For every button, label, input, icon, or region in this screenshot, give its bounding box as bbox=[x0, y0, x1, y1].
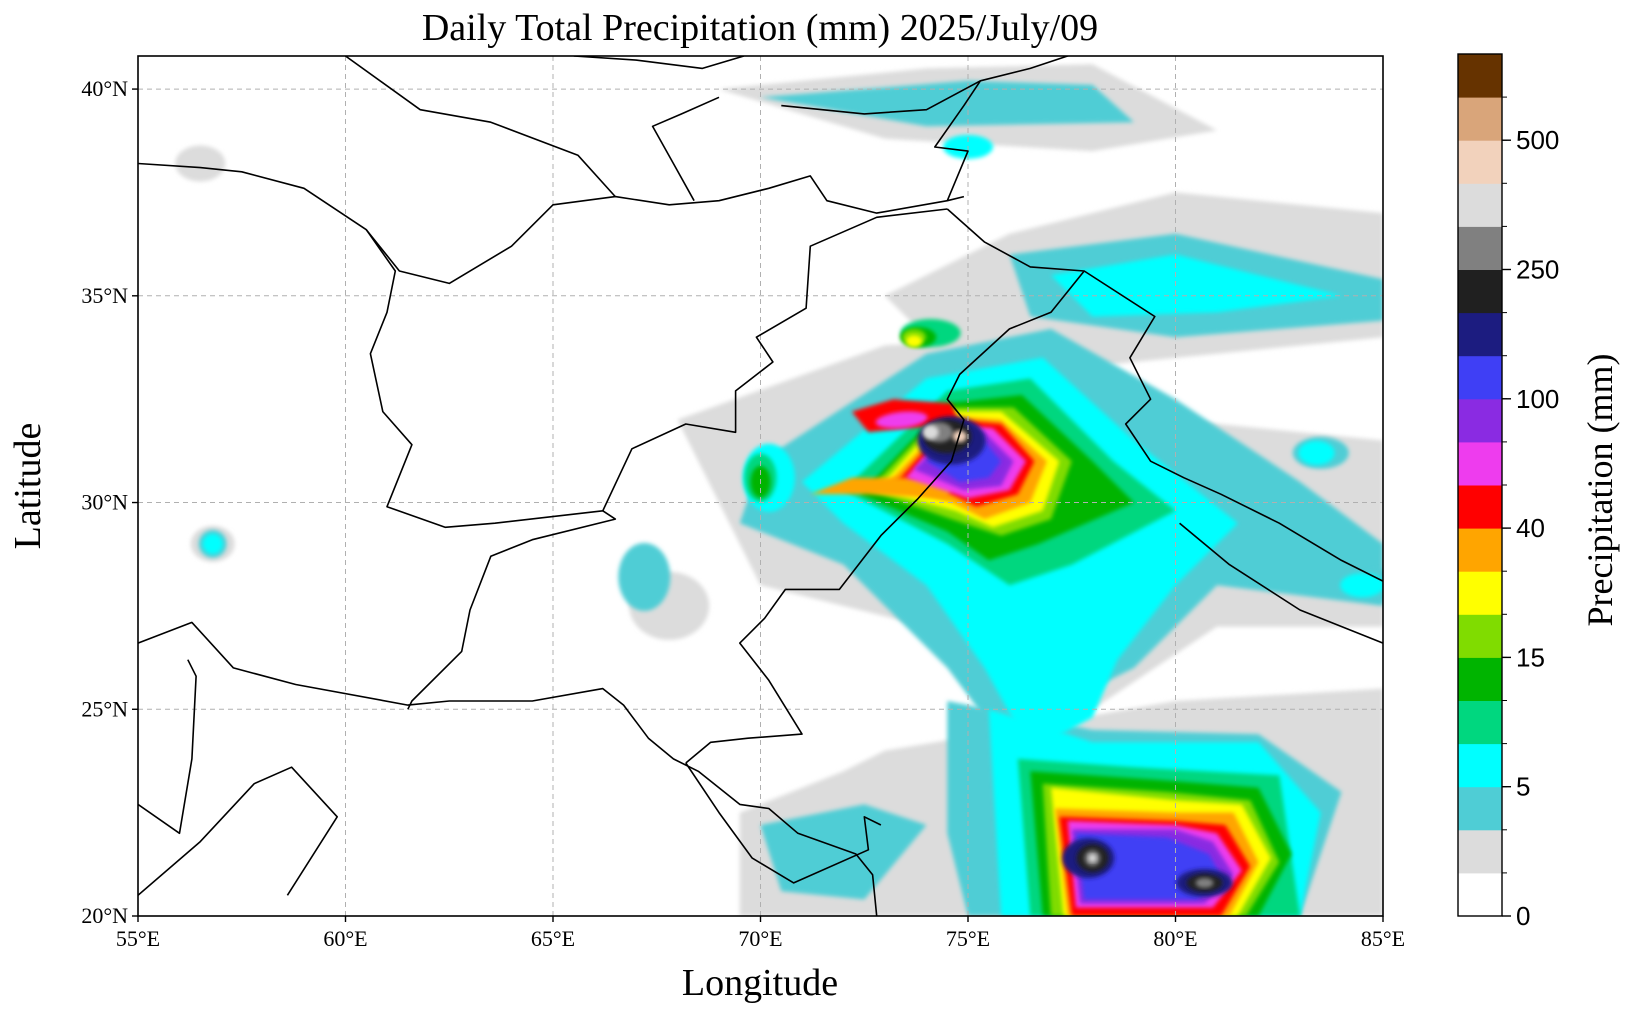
border-line bbox=[685, 208, 1085, 764]
border-line bbox=[934, 80, 982, 202]
precip-contour bbox=[760, 80, 1134, 127]
y-tick-label: 25°N bbox=[81, 696, 128, 721]
colorbar-tick-label: 5 bbox=[1516, 772, 1530, 802]
border-line bbox=[138, 621, 878, 916]
plot-area bbox=[138, 56, 1383, 916]
x-tick-label: 70°E bbox=[738, 926, 782, 951]
border-line bbox=[345, 56, 616, 198]
y-axis-ticks: 20°N 25°N 30°N 35°N 40°N bbox=[81, 76, 138, 928]
colorbar-tick-label: 250 bbox=[1516, 255, 1559, 285]
x-tick-label: 85°E bbox=[1361, 926, 1405, 951]
gridlines bbox=[138, 56, 1383, 916]
colorbar-swatch bbox=[1458, 398, 1502, 443]
precip-contour bbox=[618, 542, 671, 611]
y-tick-label: 40°N bbox=[81, 76, 128, 101]
colorbar-swatch bbox=[1458, 614, 1502, 658]
colorbar-tick-label: 500 bbox=[1516, 125, 1559, 155]
colorbar: 0 5 15 40 100 250 500 bbox=[1457, 53, 1559, 931]
precip-contour bbox=[202, 533, 223, 554]
colorbar-tick-label: 15 bbox=[1516, 642, 1545, 672]
border-line bbox=[138, 659, 197, 835]
precip-contour bbox=[760, 804, 927, 900]
colorbar-swatch bbox=[1458, 312, 1502, 357]
colorbar-swatch bbox=[1458, 54, 1502, 98]
country-borders bbox=[138, 56, 1383, 916]
colorbar-swatch bbox=[1458, 355, 1502, 400]
colorbar-tick-label: 100 bbox=[1516, 384, 1559, 414]
precip-contour bbox=[1195, 877, 1214, 888]
colorbar-swatch bbox=[1458, 872, 1502, 917]
precip-contour bbox=[175, 145, 226, 182]
precip-contour bbox=[1298, 440, 1335, 465]
x-tick-label: 75°E bbox=[946, 926, 990, 951]
colorbar-swatch bbox=[1458, 140, 1502, 184]
precip-contour bbox=[810, 477, 956, 499]
y-tick-label: 35°N bbox=[81, 283, 128, 308]
colorbar-tick-label: 0 bbox=[1516, 901, 1530, 931]
colorbar-swatch bbox=[1458, 485, 1502, 529]
chart-title: Daily Total Precipitation (mm) 2025/July… bbox=[422, 7, 1098, 49]
colorbar-swatch bbox=[1458, 743, 1502, 788]
x-tick-label: 55°E bbox=[116, 926, 160, 951]
colorbar-label: Precipitation (mm) bbox=[1580, 354, 1620, 627]
y-tick-label: 30°N bbox=[81, 490, 128, 515]
colorbar-swatch bbox=[1458, 97, 1502, 141]
precip-contour bbox=[1088, 854, 1097, 863]
border-line bbox=[365, 175, 965, 285]
border-line bbox=[1179, 522, 1383, 644]
border-line bbox=[138, 766, 338, 896]
colorbar-swatch bbox=[1458, 441, 1502, 486]
precip-contour bbox=[1051, 254, 1342, 317]
y-tick-label: 20°N bbox=[81, 903, 128, 928]
x-axis-label: Longitude bbox=[682, 962, 838, 1004]
x-tick-label: 65°E bbox=[531, 926, 575, 951]
x-tick-label: 60°E bbox=[323, 926, 367, 951]
precipitation-field bbox=[175, 64, 1383, 916]
colorbar-swatch bbox=[1458, 226, 1502, 270]
precip-contour bbox=[875, 411, 928, 429]
colorbar-swatch bbox=[1458, 786, 1502, 831]
colorbar-swatch bbox=[1458, 571, 1502, 615]
precip-contour bbox=[922, 425, 939, 440]
border-line bbox=[602, 208, 948, 512]
x-axis-ticks: 55°E 60°E 65°E 70°E 75°E 80°E 85°E bbox=[116, 916, 1405, 951]
colorbar-swatch bbox=[1458, 700, 1502, 745]
border-line bbox=[651, 96, 720, 202]
colorbar-swatch bbox=[1458, 528, 1502, 572]
x-tick-label: 80°E bbox=[1153, 926, 1197, 951]
colorbar-swatch bbox=[1458, 657, 1502, 701]
border-line bbox=[781, 56, 1071, 115]
y-axis-label: Latitude bbox=[7, 423, 49, 550]
colorbar-swatch bbox=[1458, 269, 1502, 314]
border-line bbox=[1083, 270, 1383, 582]
border-line bbox=[685, 762, 882, 884]
precip-contour bbox=[906, 335, 923, 348]
border-line bbox=[573, 56, 745, 70]
colorbar-swatch bbox=[1458, 183, 1502, 227]
colorbar-swatch bbox=[1458, 829, 1502, 874]
colorbar-tick-label: 40 bbox=[1516, 513, 1545, 543]
precip-contour bbox=[1340, 573, 1383, 598]
border-line bbox=[138, 162, 617, 710]
